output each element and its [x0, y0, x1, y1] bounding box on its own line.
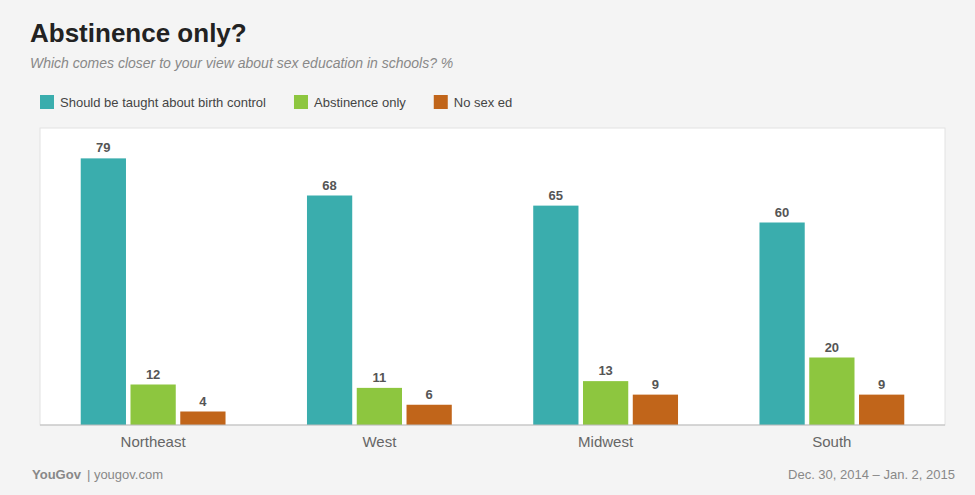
data-label: 4: [199, 394, 207, 409]
bar: [131, 385, 176, 426]
bar: [533, 206, 578, 425]
data-label: 11: [373, 370, 387, 385]
bar: [357, 388, 402, 425]
footer-date: Dec. 30, 2014 – Jan. 2, 2015: [788, 467, 955, 482]
x-tick-label: West: [362, 433, 397, 450]
legend: Should be taught about birth control Abst…: [40, 95, 512, 110]
x-tick-label: Northeast: [121, 433, 187, 450]
data-label: 9: [652, 377, 659, 392]
legend-swatch: [40, 95, 54, 109]
x-tick-label: South: [812, 433, 851, 450]
bar: [633, 395, 678, 425]
plot-area: [40, 128, 945, 425]
bar: [809, 358, 854, 426]
bar: [180, 412, 225, 426]
legend-entry: Abstinence only: [314, 95, 406, 110]
data-label: 20: [825, 340, 839, 355]
background: [0, 0, 975, 495]
legend-entry: Should be taught about birth control: [60, 95, 266, 110]
footer-text: You: [32, 467, 56, 482]
title: Abstinence only?: [30, 18, 247, 48]
data-label: 13: [598, 363, 612, 378]
subtitle: Which comes closer to your view about se…: [30, 55, 453, 71]
bar: [759, 223, 804, 426]
data-labels: 79 68 65 60 12 11 13 20 4 6 9 9: [96, 140, 885, 408]
x-tick-label: Midwest: [578, 433, 634, 450]
bars: [81, 158, 905, 425]
bar: [407, 405, 452, 425]
data-label: 9: [878, 377, 885, 392]
data-label: 60: [775, 205, 789, 220]
footer-text: | yougov.com: [87, 467, 163, 482]
data-label: 79: [96, 140, 110, 155]
bar: [307, 196, 352, 426]
chart: Abstinence only? Which comes closer to yo…: [0, 0, 975, 495]
legend-entry: No sex ed: [454, 95, 513, 110]
legend-swatch: [294, 95, 308, 109]
x-axis: [40, 425, 945, 426]
data-label: 68: [322, 178, 336, 193]
bar: [81, 158, 126, 425]
footer-text: Gov: [56, 467, 82, 482]
legend-swatch: [434, 95, 448, 109]
data-label: 65: [549, 188, 563, 203]
data-label: 12: [146, 367, 160, 382]
bar: [583, 381, 628, 425]
bar: [859, 395, 904, 425]
footer-left: YouGov | yougov.com: [32, 467, 163, 482]
data-label: 6: [426, 387, 433, 402]
